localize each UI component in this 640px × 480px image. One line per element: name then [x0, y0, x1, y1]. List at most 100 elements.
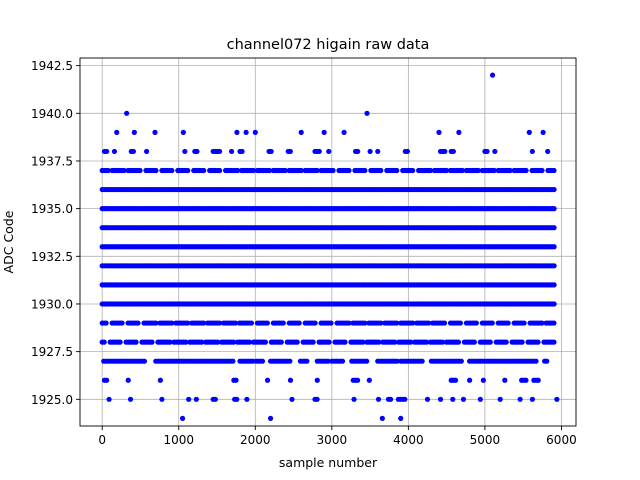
- y-tick-label: 1927.5: [31, 345, 73, 359]
- data-point: [423, 339, 430, 345]
- data-point: [152, 129, 158, 135]
- data-point: [114, 129, 120, 135]
- data-point: [215, 339, 221, 345]
- data-point: [402, 396, 408, 402]
- data-point: [101, 339, 107, 345]
- data-point: [127, 396, 134, 402]
- data-point: [287, 148, 293, 155]
- data-point: [551, 225, 557, 231]
- data-point: [507, 167, 513, 174]
- data-point: [268, 148, 274, 155]
- data-point: [554, 396, 560, 402]
- data-point: [473, 320, 479, 326]
- data-point: [497, 396, 503, 402]
- data-point: [103, 320, 109, 326]
- data-point: [388, 396, 394, 402]
- data-point: [410, 320, 416, 326]
- data-point: [314, 377, 320, 383]
- data-point: [266, 167, 272, 174]
- data-point: [201, 320, 207, 326]
- data-point: [362, 167, 368, 174]
- data-point: [298, 129, 304, 135]
- data-point: [149, 339, 155, 345]
- data-point: [328, 320, 334, 326]
- data-point: [169, 320, 175, 326]
- data-point: [375, 148, 381, 155]
- data-point: [364, 358, 370, 364]
- data-point: [379, 415, 385, 421]
- data-point: [491, 167, 497, 174]
- data-point: [143, 148, 150, 155]
- data-point: [539, 320, 545, 326]
- data-point: [439, 339, 446, 345]
- data-point: [287, 358, 293, 364]
- data-point: [505, 320, 511, 326]
- data-point: [217, 320, 223, 326]
- data-point: [267, 415, 274, 421]
- data-points: [99, 72, 560, 421]
- data-point: [471, 339, 477, 345]
- data-point: [441, 320, 448, 326]
- data-point: [533, 358, 539, 364]
- data-point: [282, 167, 288, 174]
- data-point: [133, 339, 139, 345]
- data-point: [523, 377, 529, 383]
- data-point: [278, 339, 284, 345]
- data-point: [111, 148, 118, 155]
- data-point: [436, 129, 442, 135]
- data-point: [294, 339, 300, 345]
- data-point: [135, 320, 141, 326]
- data-point: [232, 320, 239, 326]
- data-point: [394, 320, 400, 326]
- data-point: [551, 244, 557, 250]
- y-tick-label: 1940.0: [31, 107, 73, 121]
- data-point: [484, 148, 490, 155]
- data-point: [157, 377, 163, 383]
- data-point: [325, 358, 331, 364]
- data-point: [259, 358, 266, 364]
- y-tick-label: 1942.5: [31, 59, 73, 73]
- data-point: [316, 148, 322, 155]
- data-point: [355, 148, 361, 155]
- data-point: [314, 167, 320, 174]
- data-point: [321, 129, 327, 135]
- data-point: [529, 396, 535, 402]
- data-point: [339, 358, 346, 364]
- data-point: [159, 396, 165, 402]
- x-tick-label: 4000: [393, 433, 424, 447]
- data-point: [551, 186, 557, 193]
- data-point: [287, 377, 294, 383]
- data-point: [167, 339, 173, 345]
- data-point: [119, 320, 125, 326]
- data-point: [169, 167, 175, 174]
- data-point: [450, 148, 456, 155]
- data-point: [124, 110, 130, 116]
- data-point: [404, 148, 411, 155]
- data-point: [264, 377, 271, 383]
- data-point: [489, 320, 495, 326]
- data-point: [314, 396, 320, 402]
- data-point: [521, 320, 527, 326]
- data-point: [243, 129, 249, 135]
- data-point: [551, 263, 557, 269]
- data-point: [378, 320, 384, 326]
- data-point: [475, 167, 481, 174]
- data-point: [351, 396, 357, 402]
- data-point: [551, 339, 557, 345]
- plot-frame: [79, 57, 577, 427]
- data-point: [180, 129, 186, 135]
- chart-title: channel072 higain raw data: [227, 37, 430, 53]
- data-point: [366, 377, 372, 383]
- data-point: [398, 415, 404, 421]
- data-point: [540, 129, 546, 135]
- data-point: [502, 377, 508, 383]
- y-axis-label: ADC Code: [1, 210, 16, 273]
- y-tick-label: 1932.5: [31, 250, 73, 264]
- data-point: [346, 320, 352, 326]
- data-point: [354, 377, 361, 383]
- data-point: [362, 320, 368, 326]
- data-point: [137, 167, 143, 174]
- data-point: [460, 396, 467, 402]
- data-point: [545, 148, 551, 155]
